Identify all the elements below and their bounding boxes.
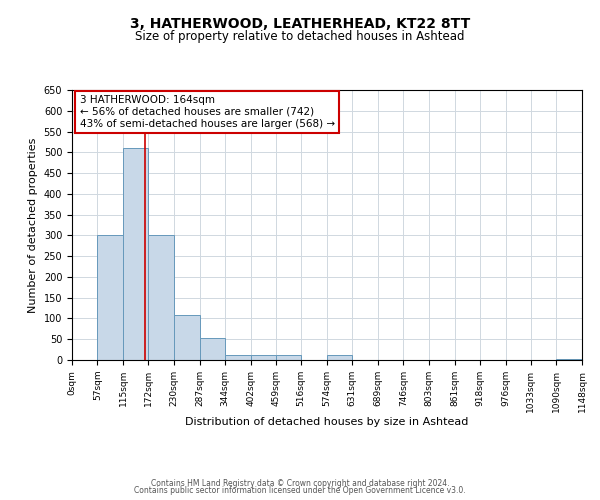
Bar: [327, 354, 352, 360]
Bar: [148, 236, 174, 360]
Text: Contains HM Land Registry data © Crown copyright and database right 2024.: Contains HM Land Registry data © Crown c…: [151, 478, 449, 488]
Text: 3, HATHERWOOD, LEATHERHEAD, KT22 8TT: 3, HATHERWOOD, LEATHERHEAD, KT22 8TT: [130, 18, 470, 32]
Bar: [199, 338, 225, 360]
Bar: [225, 354, 251, 360]
Bar: [556, 359, 582, 360]
Text: Contains public sector information licensed under the Open Government Licence v3: Contains public sector information licen…: [134, 486, 466, 495]
Bar: [276, 354, 301, 360]
Bar: [123, 148, 148, 360]
Text: 3 HATHERWOOD: 164sqm
← 56% of detached houses are smaller (742)
43% of semi-deta: 3 HATHERWOOD: 164sqm ← 56% of detached h…: [80, 96, 335, 128]
Bar: [97, 236, 123, 360]
X-axis label: Distribution of detached houses by size in Ashtead: Distribution of detached houses by size …: [185, 418, 469, 428]
Bar: [174, 315, 199, 360]
Text: Size of property relative to detached houses in Ashtead: Size of property relative to detached ho…: [135, 30, 465, 43]
Bar: [251, 354, 276, 360]
Y-axis label: Number of detached properties: Number of detached properties: [28, 138, 38, 312]
